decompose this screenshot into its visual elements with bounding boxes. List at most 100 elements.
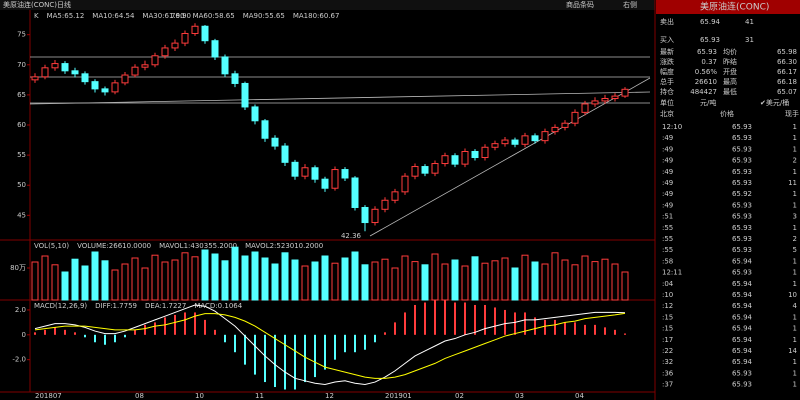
quote-cell: 12:10 bbox=[662, 123, 682, 131]
indicator-header: DIFF:1.7759 bbox=[95, 302, 137, 310]
indicator-header: MAVOL1:430355.2000 bbox=[159, 242, 237, 250]
quote-cell: 65.93 bbox=[732, 224, 752, 232]
quote-cell: 幅度 bbox=[660, 67, 674, 76]
candle-body bbox=[121, 74, 129, 84]
quote-cell: 1 bbox=[793, 336, 797, 344]
candle-body bbox=[601, 98, 609, 102]
x-tick-label: 11 bbox=[255, 392, 264, 400]
top-bar bbox=[0, 0, 655, 10]
candle-body bbox=[161, 47, 169, 57]
volume-bar bbox=[201, 249, 209, 301]
candle-body bbox=[551, 126, 559, 133]
volume-bar bbox=[511, 267, 519, 301]
x-tick-label: 03 bbox=[515, 392, 524, 400]
x-tick-label: 04 bbox=[575, 392, 584, 400]
quote-cell: 65.94 bbox=[732, 257, 753, 265]
volume-bar bbox=[371, 261, 379, 301]
quote-cell: :37 bbox=[662, 381, 673, 389]
candle-body bbox=[201, 25, 209, 42]
candle-body bbox=[251, 106, 259, 122]
volume-bar bbox=[121, 263, 129, 301]
candle-body bbox=[281, 145, 289, 163]
quote-cell: 65.94 bbox=[732, 336, 753, 344]
indicator-header: MA90:55.65 bbox=[243, 12, 285, 20]
button[interactable]: 商品条码 bbox=[566, 0, 594, 9]
x-tick-label: 12 bbox=[325, 392, 334, 400]
quote-cell: :32 bbox=[662, 358, 673, 366]
volume-bar bbox=[311, 261, 319, 301]
x-tick-label: 08 bbox=[135, 392, 144, 400]
quote-cell: 10 bbox=[788, 291, 797, 299]
volume-bar bbox=[331, 262, 339, 301]
volume-bar bbox=[351, 251, 359, 301]
quote-cell: 65.93 bbox=[732, 123, 752, 131]
quote-cell: 0.37 bbox=[701, 58, 717, 66]
indicator-header: K bbox=[34, 12, 39, 20]
quote-cell: :49 bbox=[662, 179, 673, 187]
candle-body bbox=[271, 137, 279, 147]
candle-body bbox=[521, 135, 529, 145]
quote-cell: 65.94 bbox=[732, 291, 753, 299]
quote-cell: :51 bbox=[662, 213, 673, 221]
quote-cell: :36 bbox=[662, 369, 674, 377]
volume-bar bbox=[531, 261, 539, 301]
quote-cell: 65.07 bbox=[777, 88, 797, 96]
volume-bar bbox=[571, 264, 579, 301]
quote-cell: 65.93 bbox=[732, 213, 752, 221]
quote-cell: 价格 bbox=[720, 109, 734, 118]
quote-cell: :58 bbox=[662, 257, 673, 265]
candle-body bbox=[221, 56, 229, 75]
quote-cell: :17 bbox=[662, 336, 673, 344]
volume-bar bbox=[621, 271, 629, 301]
candle-body bbox=[591, 100, 599, 105]
volume-bar bbox=[51, 264, 59, 301]
candle-body bbox=[71, 70, 79, 75]
button[interactable]: 右侧 bbox=[623, 0, 637, 9]
indicator-header: MA10:64.54 bbox=[92, 12, 135, 20]
quote-cell: 65.93 bbox=[732, 145, 752, 153]
indicator-header: MA30:61.90 bbox=[142, 12, 184, 20]
candle-body bbox=[91, 81, 99, 90]
quote-cell: 1 bbox=[793, 224, 797, 232]
candle-body bbox=[261, 120, 269, 139]
quote-cell: 涨跌 bbox=[660, 57, 674, 66]
quote-cell: 65.93 bbox=[732, 269, 752, 277]
indicator-header: VOLUME:26610.0000 bbox=[77, 242, 151, 250]
volume-bar bbox=[81, 265, 89, 301]
quote-cell: :55 bbox=[662, 224, 673, 232]
candle-body bbox=[211, 40, 219, 58]
candle-body bbox=[391, 191, 399, 201]
candle-body bbox=[341, 169, 349, 179]
candle-body bbox=[421, 166, 429, 174]
quote-cell: 66.30 bbox=[777, 58, 797, 66]
candle-body bbox=[241, 82, 249, 108]
quote-cell: 65.93 bbox=[732, 157, 752, 165]
quote-cell: 65.93 bbox=[732, 235, 752, 243]
candle-body bbox=[451, 155, 459, 165]
quote-cell: 5 bbox=[793, 246, 797, 254]
volume-bar bbox=[601, 258, 609, 301]
volume-bar bbox=[501, 257, 509, 301]
indicator-header: MACD:0.1064 bbox=[194, 302, 242, 310]
quote-cell: 1 bbox=[793, 280, 797, 288]
quote-cell: 65.93 bbox=[732, 381, 752, 389]
macd-line bbox=[34, 312, 626, 379]
candle-body bbox=[471, 150, 479, 159]
quote-cell: 14 bbox=[788, 347, 797, 355]
candle-body bbox=[361, 206, 369, 224]
volume-bar bbox=[341, 257, 349, 301]
candle-body bbox=[581, 103, 589, 113]
quote-cell: 最新 bbox=[660, 47, 674, 56]
quote-cell: 1 bbox=[793, 257, 797, 265]
quote-cell: 均价 bbox=[723, 47, 737, 56]
quote-cell: 65.93 bbox=[697, 48, 717, 56]
volume-bar bbox=[181, 252, 189, 301]
quote-cell: 65.94 bbox=[732, 347, 753, 355]
quote-cell: 65.94 bbox=[732, 358, 753, 366]
quote-cell: :49 bbox=[662, 168, 673, 176]
quote-cell: 开盘 bbox=[723, 67, 737, 76]
volume-bar bbox=[31, 261, 39, 301]
quote-cell: :49 bbox=[662, 201, 673, 209]
candle-body bbox=[301, 167, 309, 177]
